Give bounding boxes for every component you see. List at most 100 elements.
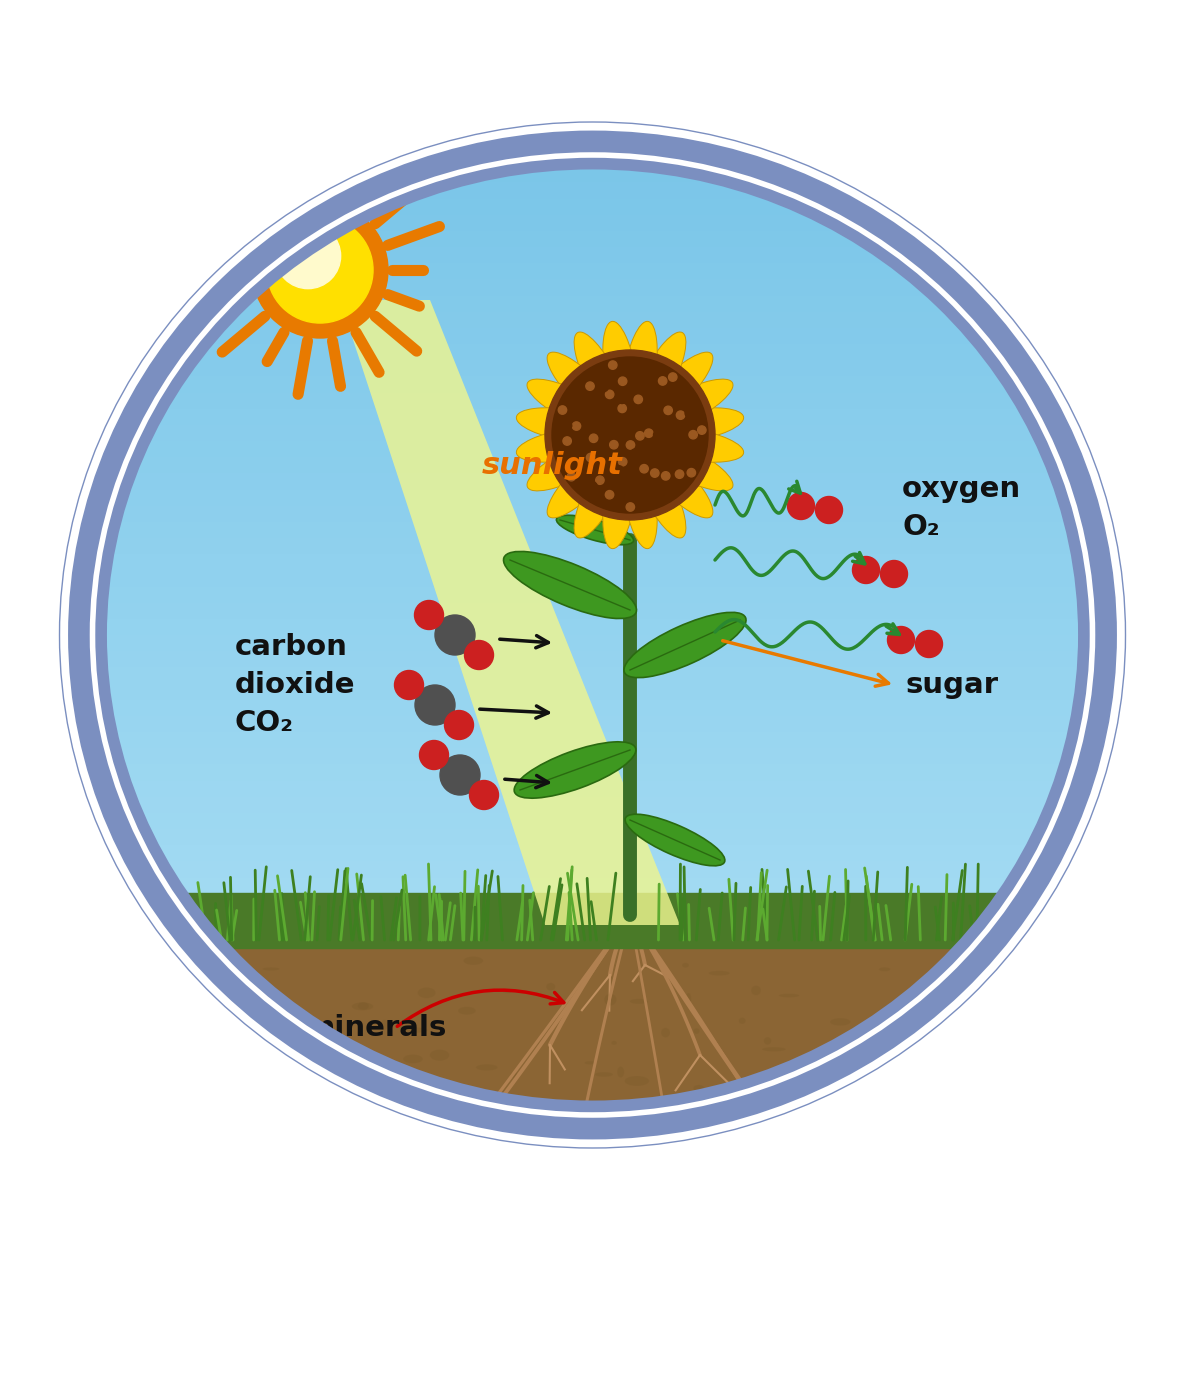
Ellipse shape: [628, 434, 713, 518]
FancyBboxPatch shape: [88, 619, 1097, 635]
FancyBboxPatch shape: [232, 958, 953, 974]
Circle shape: [696, 414, 704, 423]
Circle shape: [638, 493, 646, 502]
Circle shape: [601, 418, 609, 427]
FancyBboxPatch shape: [155, 862, 1030, 877]
Circle shape: [589, 482, 597, 491]
Ellipse shape: [527, 379, 630, 439]
FancyBboxPatch shape: [102, 506, 1083, 521]
Circle shape: [606, 491, 614, 499]
FancyBboxPatch shape: [123, 441, 1062, 457]
Circle shape: [636, 432, 645, 441]
Ellipse shape: [447, 1087, 469, 1097]
FancyBboxPatch shape: [155, 377, 1030, 392]
FancyBboxPatch shape: [116, 457, 1069, 474]
Ellipse shape: [683, 963, 688, 967]
Circle shape: [395, 670, 423, 699]
Circle shape: [600, 384, 608, 392]
Ellipse shape: [547, 434, 632, 518]
Circle shape: [671, 486, 680, 495]
FancyBboxPatch shape: [411, 1072, 774, 1087]
Text: sugar: sugar: [905, 671, 998, 699]
Ellipse shape: [578, 435, 632, 505]
FancyBboxPatch shape: [129, 425, 1056, 441]
Ellipse shape: [764, 1037, 771, 1045]
Circle shape: [626, 385, 634, 393]
FancyBboxPatch shape: [92, 684, 1093, 699]
Text: PHOTOSYNTHESIS: PHOTOSYNTHESIS: [166, 1250, 1019, 1330]
Ellipse shape: [574, 435, 634, 538]
Circle shape: [587, 409, 595, 417]
Ellipse shape: [693, 1086, 704, 1091]
Circle shape: [569, 386, 577, 395]
Circle shape: [587, 453, 595, 461]
Ellipse shape: [380, 1020, 389, 1030]
FancyBboxPatch shape: [116, 781, 1069, 796]
Circle shape: [581, 430, 589, 438]
Circle shape: [645, 450, 653, 459]
Circle shape: [596, 475, 604, 484]
Ellipse shape: [630, 425, 744, 463]
FancyBboxPatch shape: [105, 748, 1080, 765]
Text: minerals: minerals: [305, 1013, 448, 1042]
Circle shape: [609, 361, 617, 370]
Ellipse shape: [738, 1017, 745, 1024]
Ellipse shape: [403, 1055, 423, 1063]
Ellipse shape: [686, 992, 691, 1005]
Circle shape: [696, 450, 704, 459]
Circle shape: [640, 464, 648, 473]
FancyBboxPatch shape: [201, 926, 984, 942]
Circle shape: [608, 500, 616, 509]
FancyBboxPatch shape: [166, 877, 1019, 894]
FancyBboxPatch shape: [18, 1188, 1167, 1208]
FancyBboxPatch shape: [232, 279, 953, 296]
FancyBboxPatch shape: [105, 489, 1080, 506]
Circle shape: [558, 406, 566, 414]
FancyBboxPatch shape: [97, 716, 1088, 733]
FancyBboxPatch shape: [97, 521, 1088, 538]
Ellipse shape: [604, 994, 616, 1005]
Ellipse shape: [517, 407, 630, 445]
Ellipse shape: [627, 435, 686, 538]
FancyBboxPatch shape: [411, 167, 774, 182]
Ellipse shape: [627, 435, 660, 516]
Ellipse shape: [621, 321, 658, 435]
Circle shape: [545, 350, 715, 520]
Circle shape: [680, 430, 688, 438]
FancyBboxPatch shape: [216, 296, 969, 311]
Circle shape: [815, 496, 843, 524]
Ellipse shape: [578, 366, 632, 435]
Circle shape: [659, 485, 667, 493]
Ellipse shape: [629, 384, 699, 436]
FancyBboxPatch shape: [129, 813, 1056, 828]
Circle shape: [698, 425, 706, 434]
Ellipse shape: [399, 1024, 414, 1030]
Circle shape: [662, 432, 671, 441]
Text: oxygen
O₂: oxygen O₂: [902, 475, 1021, 541]
Circle shape: [880, 560, 908, 588]
FancyBboxPatch shape: [110, 765, 1075, 781]
FancyBboxPatch shape: [137, 828, 1048, 845]
Circle shape: [685, 409, 693, 417]
FancyBboxPatch shape: [372, 182, 813, 199]
Circle shape: [788, 492, 814, 520]
FancyBboxPatch shape: [268, 991, 917, 1006]
FancyBboxPatch shape: [95, 699, 1090, 716]
FancyBboxPatch shape: [146, 845, 1039, 862]
FancyBboxPatch shape: [88, 603, 1097, 619]
Circle shape: [675, 470, 684, 478]
Circle shape: [685, 455, 693, 463]
Circle shape: [659, 377, 667, 385]
Circle shape: [582, 399, 590, 407]
Circle shape: [671, 431, 680, 439]
FancyBboxPatch shape: [18, 1208, 1167, 1372]
Ellipse shape: [549, 431, 630, 464]
Circle shape: [626, 441, 635, 449]
FancyBboxPatch shape: [216, 942, 969, 958]
Ellipse shape: [630, 424, 715, 446]
Ellipse shape: [547, 352, 632, 436]
Circle shape: [623, 485, 632, 493]
FancyBboxPatch shape: [177, 894, 1008, 910]
Ellipse shape: [511, 1072, 518, 1079]
Circle shape: [630, 449, 639, 457]
